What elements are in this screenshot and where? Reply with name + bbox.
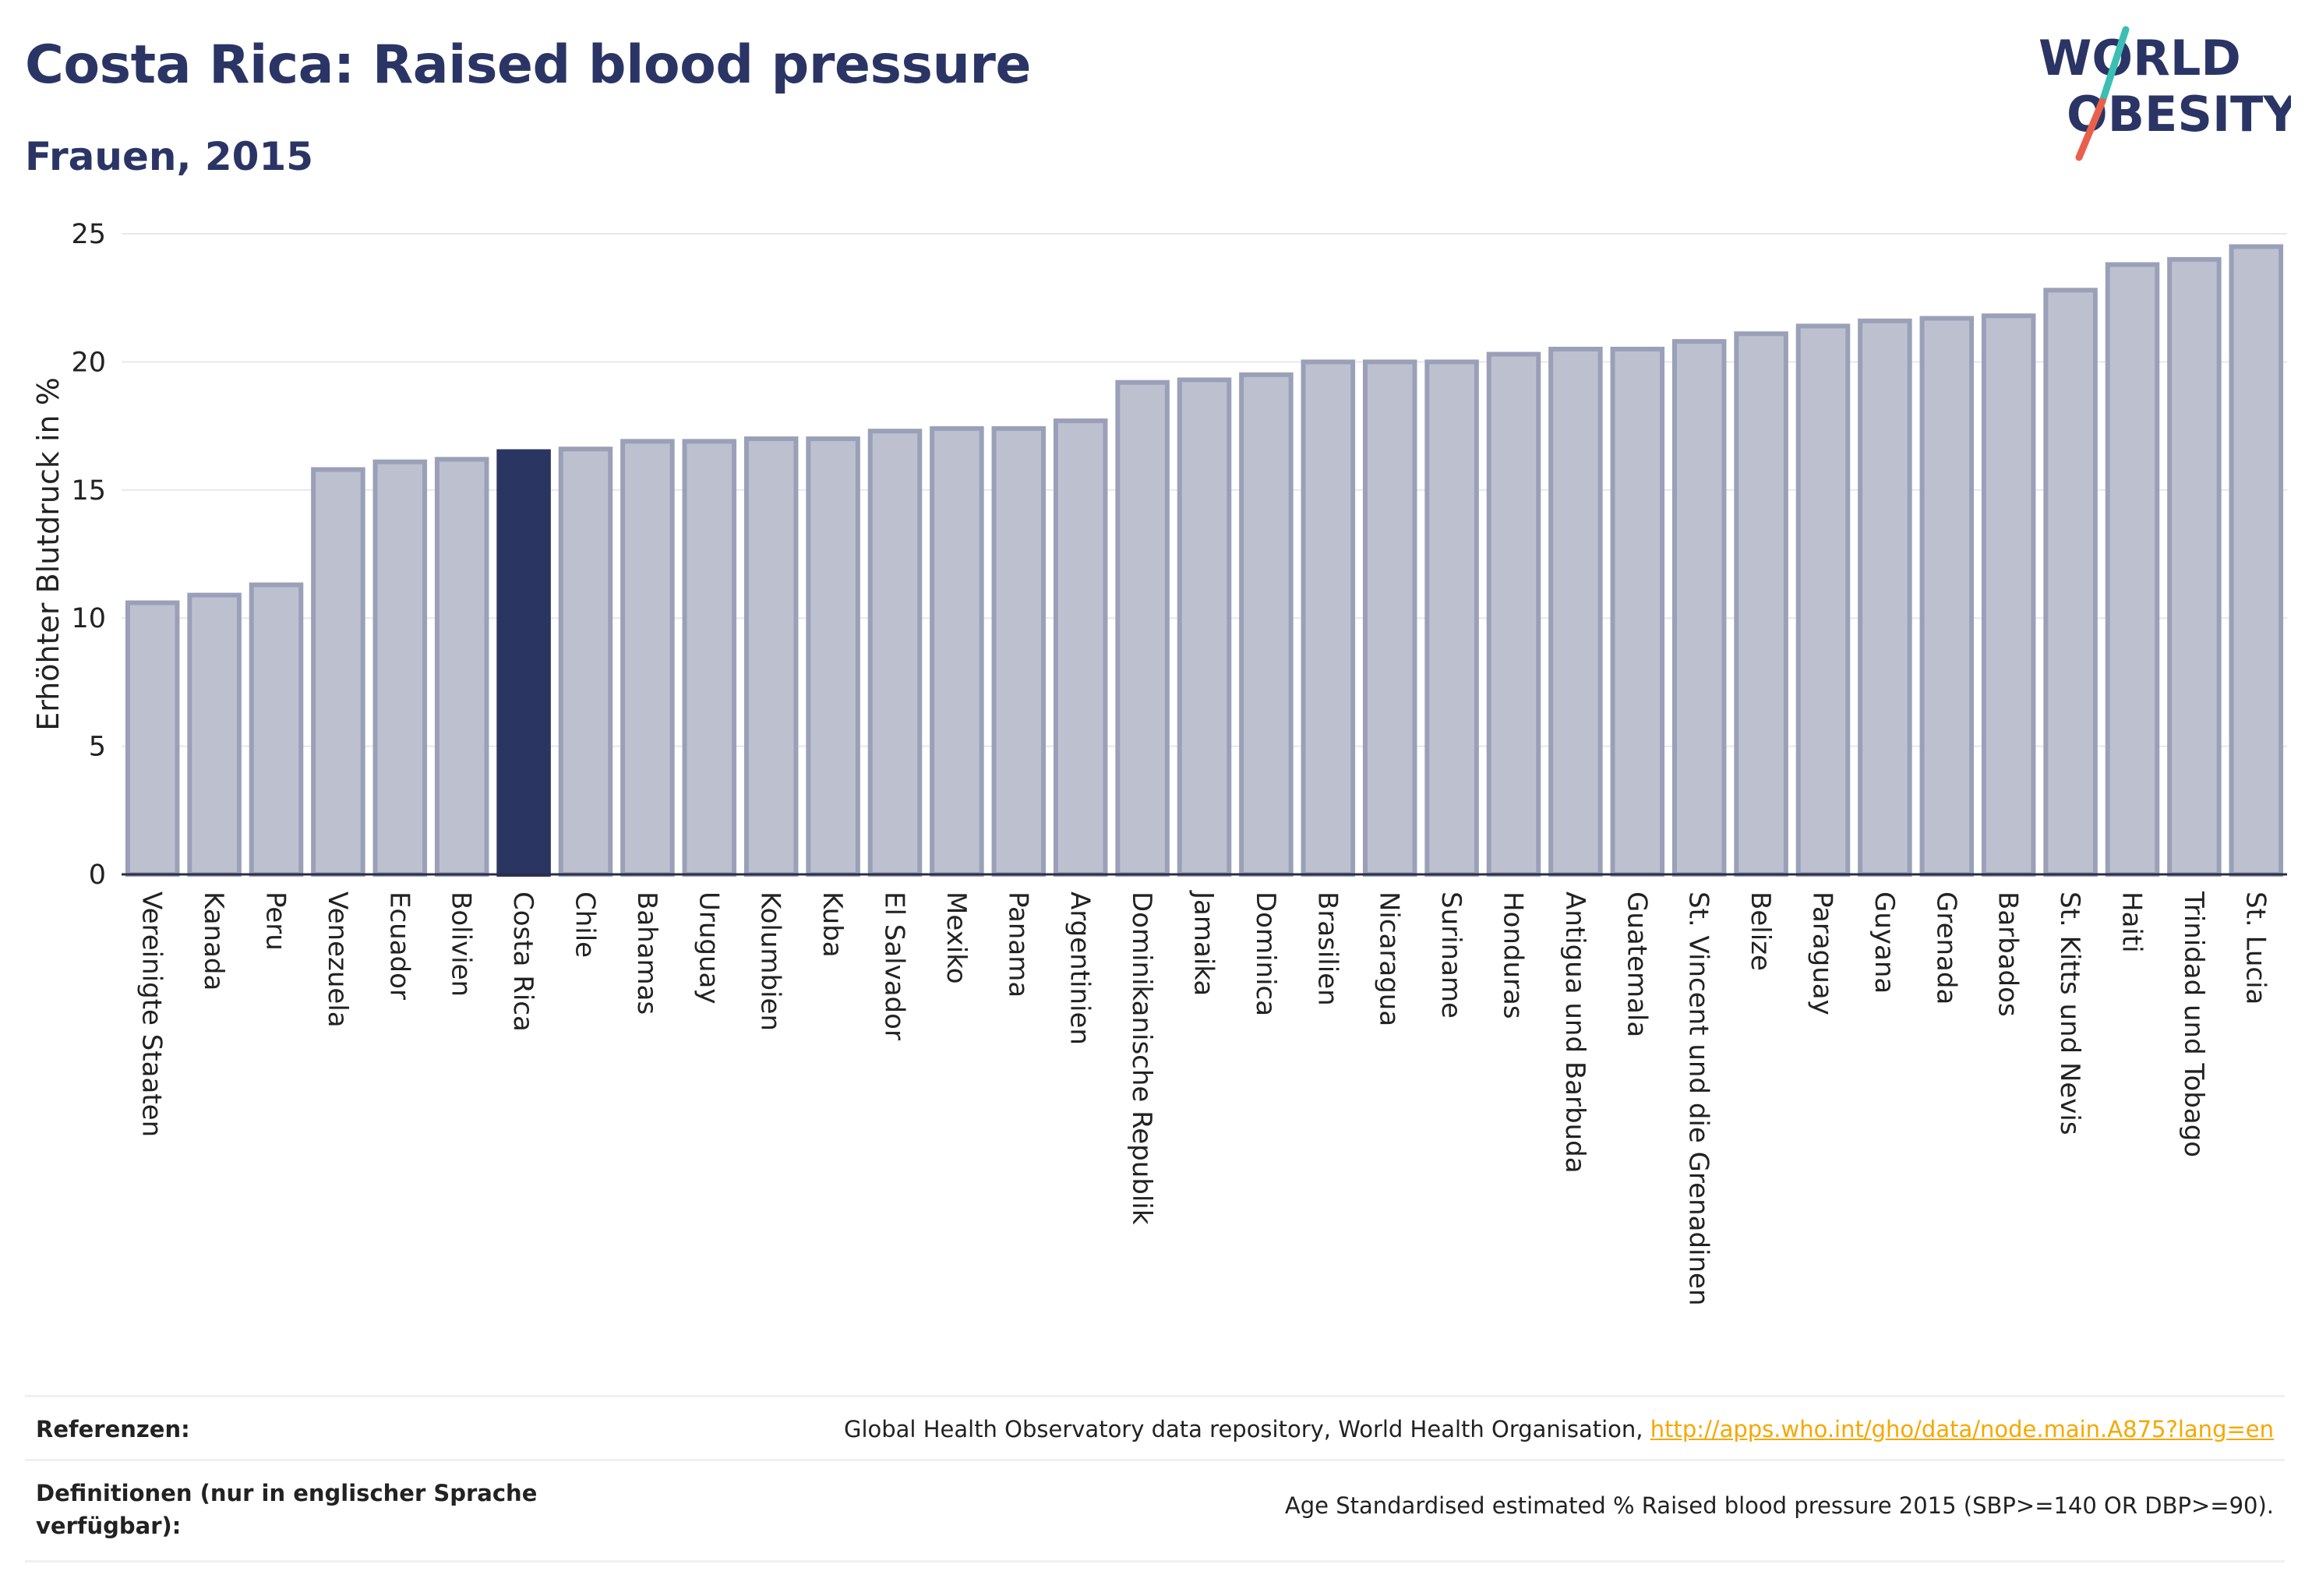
x-tick-label: Barbados — [1993, 892, 2024, 1017]
y-tick-label: 25 — [71, 219, 106, 250]
references-value: Global Health Observatory data repositor… — [844, 1413, 2274, 1446]
x-tick-label: Antigua und Barbuda — [1559, 892, 1590, 1174]
bar — [620, 439, 675, 877]
y-tick-label: 0 — [89, 860, 106, 891]
bar — [558, 447, 613, 877]
x-tick-label: Nicaragua — [1374, 892, 1405, 1026]
x-tick-label: St. Lucia — [2240, 892, 2271, 1005]
bar — [1424, 359, 1479, 877]
x-tick-label: Brasilien — [1311, 892, 1343, 1006]
x-tick-label: Mexiko — [941, 892, 972, 984]
bar — [125, 600, 180, 877]
bar — [1610, 346, 1665, 877]
bar — [1486, 351, 1541, 877]
x-tick-label: St. Vincent und die Grenadinen — [1683, 892, 1714, 1306]
x-tick-label: Ecuador — [383, 892, 415, 1000]
bar-chart: 0 5 10 15 20 25 Erhöhter Blutdruck in % Vereini… — [31, 219, 2287, 1306]
x-tick-label: Peru — [260, 892, 291, 951]
bar — [249, 582, 304, 877]
definitions-label: Definitionen (nur in englischer Sprache … — [36, 1480, 538, 1539]
y-axis-label: Erhöhter Blutdruck in % — [31, 377, 65, 731]
bar — [434, 457, 489, 877]
references-link[interactable]: http://apps.who.int/gho/data/node.main.A… — [1650, 1416, 2274, 1442]
bar — [1795, 323, 1851, 877]
x-tick-label: Kolumbien — [755, 892, 786, 1031]
logo-slash-coral — [2075, 97, 2106, 161]
bar — [2167, 256, 2222, 877]
bar — [2043, 288, 2098, 877]
bar — [1115, 380, 1170, 877]
chart-title: Costa Rica: Raised blood pressure — [25, 34, 1032, 96]
bar — [1177, 377, 1232, 877]
x-tick-label: Uruguay — [693, 892, 724, 1005]
bar — [1548, 346, 1603, 877]
bar — [806, 436, 860, 877]
bar — [187, 592, 242, 877]
x-tick-label: Guatemala — [1621, 892, 1652, 1037]
bar — [991, 425, 1047, 877]
x-tick-label: Kanada — [198, 892, 229, 990]
bar — [682, 439, 737, 877]
x-tick-label: Suriname — [1435, 892, 1467, 1019]
references-label: Referenzen: — [36, 1416, 190, 1442]
logo-slash-teal — [2099, 26, 2130, 105]
x-tick-label: Kuba — [817, 892, 848, 958]
footer-definitions-row: Definitionen (nur in englischer Sprache … — [25, 1459, 2285, 1562]
chart-subtitle: Frauen, 2015 — [25, 134, 314, 179]
x-tick-label: Trinidad und Tobago — [2178, 891, 2209, 1157]
y-tick-label: 20 — [71, 347, 106, 378]
bar — [1919, 316, 1975, 877]
bar — [1362, 359, 1417, 877]
x-tick-label: St. Kitts und Nevis — [2054, 892, 2085, 1135]
footer-divider — [25, 1560, 2285, 1562]
bar — [372, 459, 428, 877]
logo-word-world: WORLD — [2038, 30, 2241, 87]
bar — [1734, 331, 1788, 877]
x-tick-label: Dominica — [1250, 892, 1281, 1016]
x-tick-label: Costa Rica — [507, 892, 538, 1032]
x-tick-label: Honduras — [1498, 892, 1529, 1019]
x-tick-label: Chile — [570, 892, 601, 958]
x-tick-label: Panama — [1002, 892, 1033, 998]
y-tick-label: 10 — [71, 603, 106, 634]
x-tick-label: Paraguay — [1807, 892, 1838, 1015]
references-text: Global Health Observatory data repositor… — [843, 1416, 1643, 1442]
world-obesity-logo: WORLD OBESITY — [2038, 26, 2291, 161]
bar — [867, 429, 923, 877]
bar — [311, 467, 365, 877]
x-tick-label: Vereinigte Staaten — [136, 892, 168, 1137]
y-tick-label: 5 — [89, 732, 106, 763]
bar — [1239, 372, 1294, 877]
bar — [1053, 418, 1108, 877]
x-tick-label: Bolivien — [446, 892, 477, 997]
bar — [1858, 318, 1912, 877]
bar — [2105, 262, 2160, 877]
footer-references-row: Referenzen: Global Health Observatory da… — [25, 1395, 2285, 1461]
x-tick-label: Grenada — [1930, 892, 1961, 1005]
x-tick-label: Venezuela — [322, 892, 353, 1028]
bar — [2229, 244, 2284, 877]
bar — [1671, 339, 1727, 877]
bar — [1301, 359, 1356, 877]
bar — [1981, 313, 2036, 877]
x-tick-label: Haiti — [2116, 892, 2148, 953]
definitions-text: Age Standardised estimated % Raised bloo… — [1284, 1492, 2274, 1519]
x-tick-label: Dominikanische Republik — [1126, 892, 1157, 1225]
x-tick-label: El Salvador — [879, 892, 910, 1040]
bar — [496, 449, 551, 877]
x-tick-label: Belize — [1745, 892, 1776, 971]
bar — [743, 436, 799, 877]
x-tick-label: Guyana — [1869, 892, 1900, 994]
y-tick-label: 15 — [71, 475, 106, 507]
x-tick-label: Argentinien — [1064, 892, 1096, 1045]
bar — [930, 425, 984, 877]
x-tick-label: Jamaika — [1188, 890, 1220, 996]
x-tick-label: Bahamas — [631, 892, 662, 1015]
